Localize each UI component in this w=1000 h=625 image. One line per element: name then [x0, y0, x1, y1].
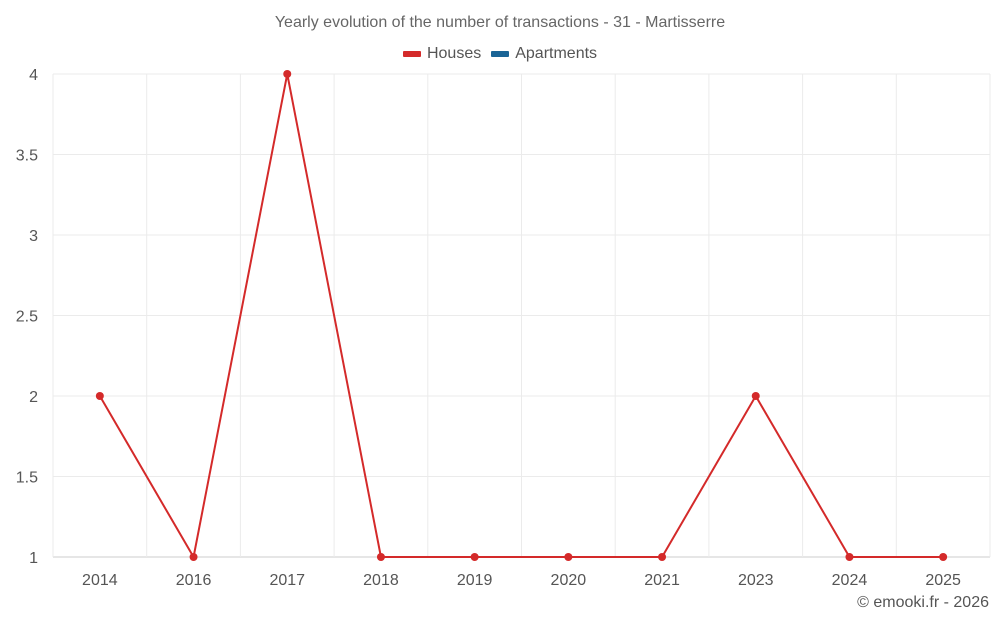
y-tick-label: 3.5	[16, 148, 38, 165]
data-point-houses	[564, 553, 573, 561]
legend-item-apartments[interactable]: Apartments	[491, 45, 597, 63]
data-point-houses	[658, 553, 667, 561]
x-tick-label: 2014	[82, 572, 118, 589]
y-tick-label: 2.5	[16, 309, 38, 326]
x-tick-label: 2021	[644, 572, 680, 589]
data-point-houses	[845, 553, 854, 561]
data-point-houses	[470, 553, 479, 561]
x-tick-label: 2023	[738, 572, 774, 589]
data-point-houses	[751, 392, 760, 400]
x-tick-label: 2020	[551, 572, 587, 589]
y-tick-label: 2	[29, 389, 38, 406]
data-point-houses	[939, 553, 948, 561]
legend-swatch-apartments	[491, 51, 510, 57]
x-tick-label: 2025	[925, 572, 961, 589]
series-line-houses	[98, 73, 944, 558]
data-point-houses	[189, 553, 198, 561]
x-tick-label: 2024	[832, 572, 868, 589]
legend-label-houses: Houses	[426, 45, 482, 62]
legend: Houses Apartments	[0, 45, 1000, 63]
data-point-houses	[95, 392, 104, 400]
credit-text: © emooki.fr - 2026	[857, 594, 989, 611]
legend-label-apartments: Apartments	[515, 45, 598, 62]
x-tick-label: 2017	[269, 572, 305, 589]
chart-title: Yearly evolution of the number of transa…	[274, 14, 726, 31]
data-point-houses	[283, 70, 292, 78]
y-tick-label: 1	[29, 550, 38, 567]
x-tick-label: 2016	[176, 572, 212, 589]
x-tick-label: 2019	[457, 572, 493, 589]
legend-swatch-houses	[402, 51, 421, 57]
y-tick-label: 1.5	[16, 470, 38, 487]
x-tick-label: 2018	[363, 572, 399, 589]
legend-item-houses[interactable]: Houses	[402, 45, 482, 63]
y-tick-label: 3	[29, 228, 38, 245]
y-tick-label: 4	[29, 67, 38, 84]
data-point-houses	[376, 553, 385, 561]
